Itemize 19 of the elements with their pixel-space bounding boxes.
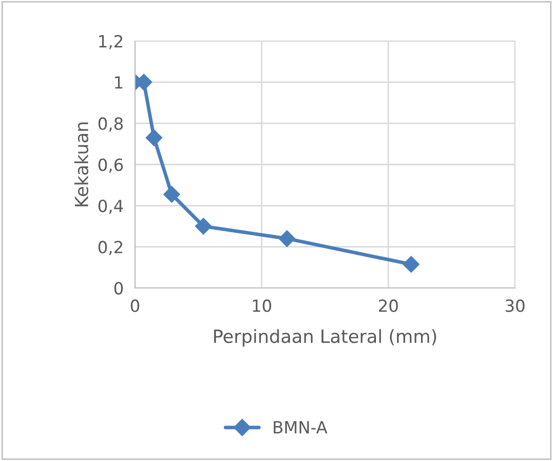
y-tick-label: 1 [115,76,122,88]
point [278,230,296,247]
y-tick-label: 0 [114,282,123,295]
x-tick-label: 30 [506,299,524,312]
point [402,256,420,273]
x-tick-label: 20 [378,299,398,312]
y-tick-label: 0,2 [98,240,122,256]
point [163,186,180,203]
y-tick-label: 0,8 [98,117,123,132]
legend-label: BMN-A [274,421,328,434]
y-tick-label: 0,6 [98,158,123,173]
y-tick-label: 1,2 [99,34,122,50]
y-axis-title: Kekakuan [74,122,88,206]
x-tick-label: 0 [130,299,140,312]
point [146,129,162,146]
point [195,218,212,235]
x-axis-title: Perpindaan Lateral (mm) [214,329,436,347]
x-tick-label: 10 [252,299,272,312]
y-tick-label: 0,4 [98,200,123,214]
